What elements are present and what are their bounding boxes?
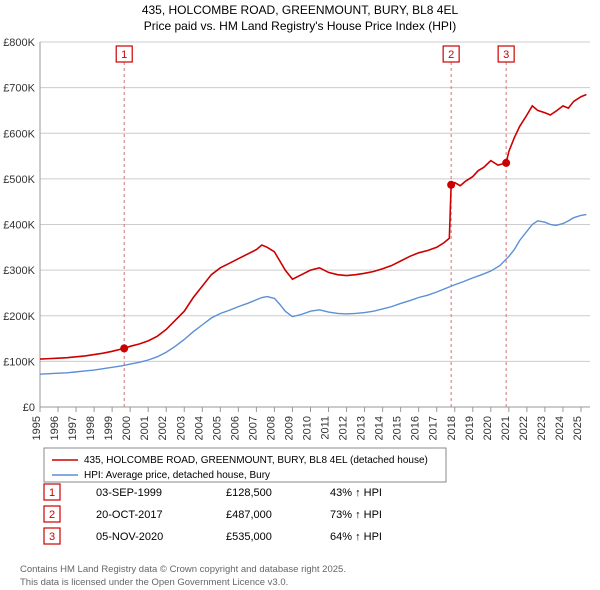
y-tick-label: £600K <box>3 128 35 140</box>
x-tick-label: 2020 <box>482 416 494 440</box>
transaction-date: 20-OCT-2017 <box>96 509 163 521</box>
y-tick-label: £700K <box>3 83 35 95</box>
x-tick-label: 2004 <box>193 416 205 440</box>
y-tick-label: £200K <box>3 311 35 323</box>
x-tick-label: 2012 <box>338 416 350 440</box>
x-tick-label: 1996 <box>49 416 61 440</box>
x-tick-label: 1997 <box>67 416 79 440</box>
transaction-marker-id: 1 <box>49 487 55 499</box>
transaction-price: £128,500 <box>226 487 272 499</box>
transaction-price: £487,000 <box>226 509 272 521</box>
series-price_paid <box>40 94 586 359</box>
x-tick-label: 2000 <box>121 416 133 440</box>
transaction-price: £535,000 <box>226 531 272 543</box>
x-tick-label: 2014 <box>374 416 386 440</box>
y-tick-label: £100K <box>3 356 35 368</box>
legend: 435, HOLCOMBE ROAD, GREENMOUNT, BURY, BL… <box>44 448 446 482</box>
x-tick-label: 2017 <box>428 416 440 440</box>
x-tick-label: 2005 <box>211 416 223 440</box>
title-line1: 435, HOLCOMBE ROAD, GREENMOUNT, BURY, BL… <box>142 3 459 17</box>
footer-line1: Contains HM Land Registry data © Crown c… <box>20 564 346 575</box>
x-tick-label: 2024 <box>554 416 566 440</box>
x-tick-label: 2002 <box>157 416 169 440</box>
x-tick-label: 1998 <box>85 416 97 440</box>
x-tick-label: 2003 <box>175 416 187 440</box>
x-tick-label: 2016 <box>410 416 422 440</box>
marker-id: 1 <box>121 49 127 61</box>
x-tick-label: 1999 <box>103 416 115 440</box>
transaction-pct: 64% ↑ HPI <box>330 531 382 543</box>
transaction-pct: 43% ↑ HPI <box>330 487 382 499</box>
x-tick-label: 2025 <box>572 416 584 440</box>
x-tick-label: 2019 <box>464 416 476 440</box>
x-tick-label: 2013 <box>356 416 368 440</box>
legend-label: HPI: Average price, detached house, Bury <box>84 470 270 481</box>
x-tick-label: 2022 <box>518 416 530 440</box>
legend-label: 435, HOLCOMBE ROAD, GREENMOUNT, BURY, BL… <box>84 455 428 466</box>
x-tick-label: 2018 <box>446 416 458 440</box>
transaction-date: 03-SEP-1999 <box>96 487 162 499</box>
sale-dot <box>447 181 455 189</box>
x-tick-label: 2001 <box>139 416 151 440</box>
title-line2: Price paid vs. HM Land Registry's House … <box>144 19 456 33</box>
marker-id: 3 <box>503 49 509 61</box>
x-tick-label: 2011 <box>320 416 332 440</box>
footer-line2: This data is licensed under the Open Gov… <box>20 577 288 588</box>
x-tick-label: 2023 <box>536 416 548 440</box>
sale-dot <box>502 159 510 167</box>
x-tick-label: 2021 <box>500 416 512 440</box>
transaction-pct: 73% ↑ HPI <box>330 509 382 521</box>
y-tick-label: £0 <box>23 402 35 414</box>
x-tick-label: 2007 <box>247 416 259 440</box>
x-tick-label: 2009 <box>283 416 295 440</box>
y-tick-label: £400K <box>3 220 35 232</box>
x-tick-label: 2006 <box>229 416 241 440</box>
transactions-table: 1 03-SEP-1999 £128,500 43% ↑ HPI 2 20-OCT-201… <box>44 484 382 544</box>
chart-container: 435, HOLCOMBE ROAD, GREENMOUNT, BURY, BL… <box>0 0 600 590</box>
y-tick-label: £500K <box>3 174 35 186</box>
plot-area: £0 £100K £200K £300K £400K £500K £600K £700K £80… <box>3 37 590 440</box>
x-tick-label: 1995 <box>31 416 43 440</box>
y-tick-label: £300K <box>3 265 35 277</box>
sale-dot <box>120 344 128 352</box>
transaction-marker-id: 2 <box>49 509 55 521</box>
transaction-date: 05-NOV-2020 <box>96 531 163 543</box>
transaction-marker-id: 3 <box>49 531 55 543</box>
x-tick-label: 2015 <box>392 416 404 440</box>
chart-svg: 435, HOLCOMBE ROAD, GREENMOUNT, BURY, BL… <box>0 0 600 590</box>
y-tick-label: £800K <box>3 37 35 49</box>
x-tick-label: 2008 <box>265 416 277 440</box>
x-tick-label: 2010 <box>301 416 313 440</box>
marker-id: 2 <box>448 49 454 61</box>
